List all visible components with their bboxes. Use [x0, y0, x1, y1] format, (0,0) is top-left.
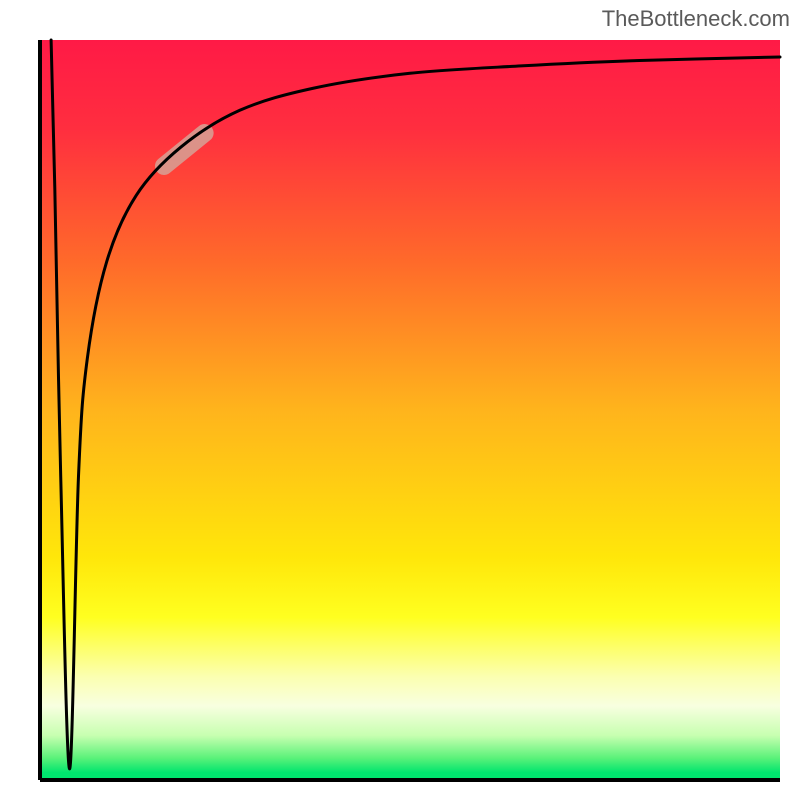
attribution-text: TheBottleneck.com	[602, 6, 790, 32]
chart-root: TheBottleneck.com	[0, 0, 800, 800]
bottleneck-chart	[0, 0, 800, 800]
plot-background	[40, 40, 780, 780]
